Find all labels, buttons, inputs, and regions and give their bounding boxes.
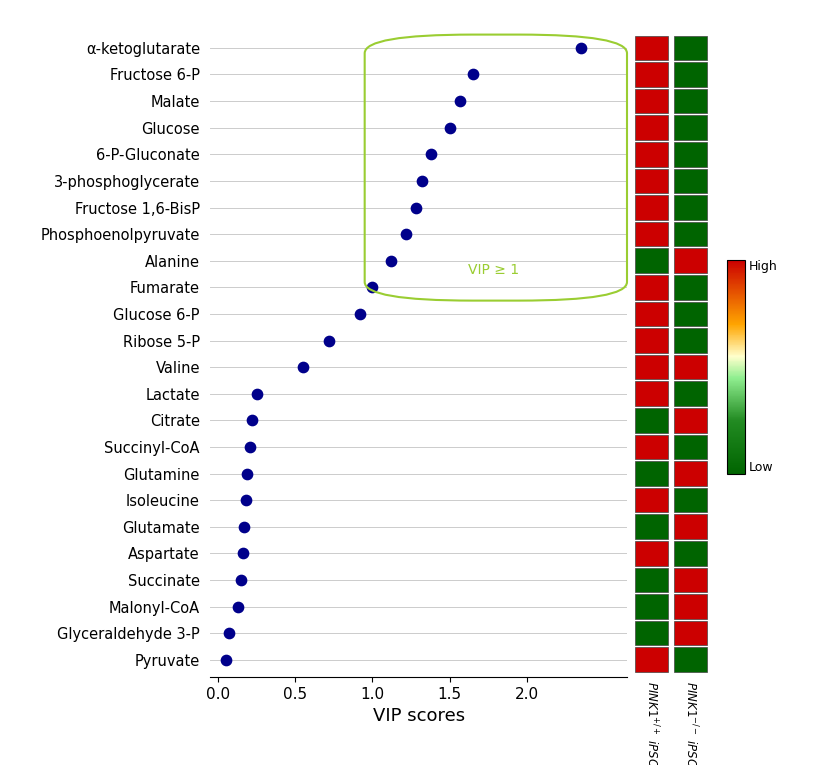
Text: Low: Low bbox=[749, 461, 774, 474]
Text: $PINK1^{+/+}$ iPSCs: $PINK1^{+/+}$ iPSCs bbox=[644, 681, 660, 765]
Point bbox=[365, 282, 379, 294]
Bar bbox=[674, 89, 707, 113]
Point bbox=[409, 201, 422, 213]
Bar bbox=[674, 116, 707, 140]
Point bbox=[236, 547, 249, 559]
Bar bbox=[635, 568, 668, 592]
Bar bbox=[674, 36, 707, 60]
Bar bbox=[674, 647, 707, 672]
Point bbox=[239, 494, 252, 506]
Bar bbox=[674, 328, 707, 353]
Bar bbox=[635, 435, 668, 459]
Bar bbox=[674, 435, 707, 459]
Point bbox=[323, 334, 336, 347]
Point bbox=[219, 653, 233, 666]
Bar bbox=[674, 541, 707, 565]
Bar bbox=[674, 488, 707, 513]
Bar bbox=[635, 594, 668, 619]
Bar bbox=[674, 594, 707, 619]
Bar bbox=[674, 249, 707, 273]
Point bbox=[353, 308, 366, 320]
Bar bbox=[635, 249, 668, 273]
Bar bbox=[635, 275, 668, 300]
Bar bbox=[635, 62, 668, 86]
Point bbox=[234, 574, 248, 586]
Bar bbox=[635, 621, 668, 646]
Point bbox=[466, 68, 479, 80]
Point bbox=[454, 95, 467, 107]
Point bbox=[241, 467, 254, 480]
Point bbox=[222, 627, 235, 640]
Bar bbox=[674, 408, 707, 432]
Bar bbox=[635, 541, 668, 565]
Text: High: High bbox=[749, 260, 778, 273]
Point bbox=[415, 174, 428, 187]
Bar bbox=[674, 621, 707, 646]
Bar bbox=[674, 275, 707, 300]
Bar bbox=[635, 461, 668, 486]
Bar bbox=[635, 222, 668, 246]
Bar bbox=[635, 355, 668, 379]
Point bbox=[232, 601, 245, 613]
Text: $PINK1^{-/-}$ iPSCs: $PINK1^{-/-}$ iPSCs bbox=[682, 681, 699, 765]
Bar bbox=[635, 36, 668, 60]
Point bbox=[244, 441, 257, 453]
Bar bbox=[635, 382, 668, 406]
Point bbox=[424, 148, 437, 161]
Bar bbox=[674, 568, 707, 592]
Bar bbox=[674, 142, 707, 167]
Bar bbox=[674, 461, 707, 486]
Bar bbox=[635, 488, 668, 513]
Bar bbox=[635, 515, 668, 539]
Bar bbox=[674, 355, 707, 379]
X-axis label: VIP scores: VIP scores bbox=[373, 708, 464, 725]
Bar bbox=[635, 195, 668, 220]
Bar bbox=[635, 168, 668, 193]
Bar bbox=[635, 89, 668, 113]
Point bbox=[296, 361, 309, 373]
Bar bbox=[674, 222, 707, 246]
Bar bbox=[635, 142, 668, 167]
Bar bbox=[674, 301, 707, 326]
Bar bbox=[635, 647, 668, 672]
Point bbox=[238, 521, 251, 533]
Bar bbox=[635, 408, 668, 432]
Bar bbox=[635, 116, 668, 140]
Text: VIP ≥ 1: VIP ≥ 1 bbox=[468, 262, 519, 277]
Point bbox=[246, 414, 259, 426]
Point bbox=[384, 255, 398, 267]
Bar bbox=[674, 195, 707, 220]
Point bbox=[250, 388, 263, 400]
Bar bbox=[635, 301, 668, 326]
Point bbox=[443, 122, 456, 134]
Bar bbox=[674, 382, 707, 406]
Bar bbox=[635, 328, 668, 353]
Point bbox=[400, 228, 413, 240]
Bar bbox=[674, 515, 707, 539]
Bar bbox=[674, 168, 707, 193]
Point bbox=[574, 42, 587, 54]
Bar bbox=[674, 62, 707, 86]
